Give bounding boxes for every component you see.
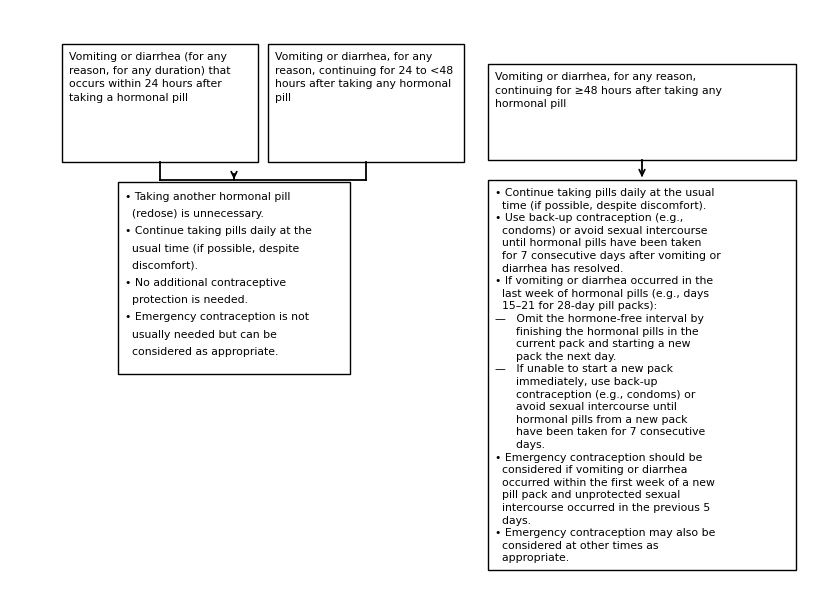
FancyBboxPatch shape bbox=[62, 44, 258, 162]
Text: (redose) is unnecessary.: (redose) is unnecessary. bbox=[125, 209, 264, 219]
Text: • Continue taking pills daily at the: • Continue taking pills daily at the bbox=[125, 226, 312, 236]
Text: • Taking another hormonal pill: • Taking another hormonal pill bbox=[125, 192, 290, 202]
Text: finishing the hormonal pills in the: finishing the hormonal pills in the bbox=[495, 327, 699, 337]
Text: until hormonal pills have been taken: until hormonal pills have been taken bbox=[495, 239, 701, 249]
Text: • No additional contraceptive: • No additional contraceptive bbox=[125, 278, 286, 288]
Text: protection is needed.: protection is needed. bbox=[125, 295, 248, 305]
Text: days.: days. bbox=[495, 440, 545, 450]
FancyBboxPatch shape bbox=[268, 44, 464, 162]
Text: • Emergency contraception is not: • Emergency contraception is not bbox=[125, 313, 309, 323]
Text: usually needed but can be: usually needed but can be bbox=[125, 330, 277, 340]
Text: • Use back-up contraception (e.g.,: • Use back-up contraception (e.g., bbox=[495, 213, 683, 223]
Text: —   Omit the hormone-free interval by: — Omit the hormone-free interval by bbox=[495, 314, 704, 324]
Text: discomfort).: discomfort). bbox=[125, 261, 198, 271]
Text: time (if possible, despite discomfort).: time (if possible, despite discomfort). bbox=[495, 201, 706, 211]
Text: pill pack and unprotected sexual: pill pack and unprotected sexual bbox=[495, 490, 681, 500]
Text: 15–21 for 28-day pill packs):: 15–21 for 28-day pill packs): bbox=[495, 301, 657, 311]
Text: current pack and starting a new: current pack and starting a new bbox=[495, 339, 691, 349]
Text: considered if vomiting or diarrhea: considered if vomiting or diarrhea bbox=[495, 465, 687, 475]
Text: intercourse occurred in the previous 5: intercourse occurred in the previous 5 bbox=[495, 503, 711, 513]
Text: Vomiting or diarrhea (for any
reason, for any duration) that
occurs within 24 ho: Vomiting or diarrhea (for any reason, fo… bbox=[69, 52, 230, 103]
Text: • If vomiting or diarrhea occurred in the: • If vomiting or diarrhea occurred in th… bbox=[495, 276, 713, 286]
Text: diarrhea has resolved.: diarrhea has resolved. bbox=[495, 263, 623, 274]
Text: contraception (e.g., condoms) or: contraception (e.g., condoms) or bbox=[495, 390, 696, 400]
Text: have been taken for 7 consecutive: have been taken for 7 consecutive bbox=[495, 427, 706, 437]
Text: days.: days. bbox=[495, 516, 531, 526]
Text: • Emergency contraception should be: • Emergency contraception should be bbox=[495, 453, 702, 462]
Text: Vomiting or diarrhea, for any reason,
continuing for ≥48 hours after taking any
: Vomiting or diarrhea, for any reason, co… bbox=[495, 72, 722, 109]
FancyBboxPatch shape bbox=[488, 180, 796, 570]
Text: last week of hormonal pills (e.g., days: last week of hormonal pills (e.g., days bbox=[495, 289, 709, 299]
FancyBboxPatch shape bbox=[118, 182, 350, 374]
Text: considered at other times as: considered at other times as bbox=[495, 541, 659, 551]
Text: immediately, use back-up: immediately, use back-up bbox=[495, 377, 657, 387]
Text: appropriate.: appropriate. bbox=[495, 554, 569, 564]
Text: pack the next day.: pack the next day. bbox=[495, 352, 616, 362]
Text: hormonal pills from a new pack: hormonal pills from a new pack bbox=[495, 415, 687, 425]
Text: considered as appropriate.: considered as appropriate. bbox=[125, 347, 279, 357]
Text: condoms) or avoid sexual intercourse: condoms) or avoid sexual intercourse bbox=[495, 226, 707, 236]
Text: usual time (if possible, despite: usual time (if possible, despite bbox=[125, 243, 299, 253]
Text: —   If unable to start a new pack: — If unable to start a new pack bbox=[495, 365, 673, 374]
Text: avoid sexual intercourse until: avoid sexual intercourse until bbox=[495, 402, 677, 412]
FancyBboxPatch shape bbox=[488, 64, 796, 160]
Text: for 7 consecutive days after vomiting or: for 7 consecutive days after vomiting or bbox=[495, 251, 721, 261]
Text: Vomiting or diarrhea, for any
reason, continuing for 24 to <48
hours after takin: Vomiting or diarrhea, for any reason, co… bbox=[275, 52, 453, 103]
Text: occurred within the first week of a new: occurred within the first week of a new bbox=[495, 478, 715, 488]
Text: • Emergency contraception may also be: • Emergency contraception may also be bbox=[495, 528, 716, 538]
Text: • Continue taking pills daily at the usual: • Continue taking pills daily at the usu… bbox=[495, 188, 715, 198]
